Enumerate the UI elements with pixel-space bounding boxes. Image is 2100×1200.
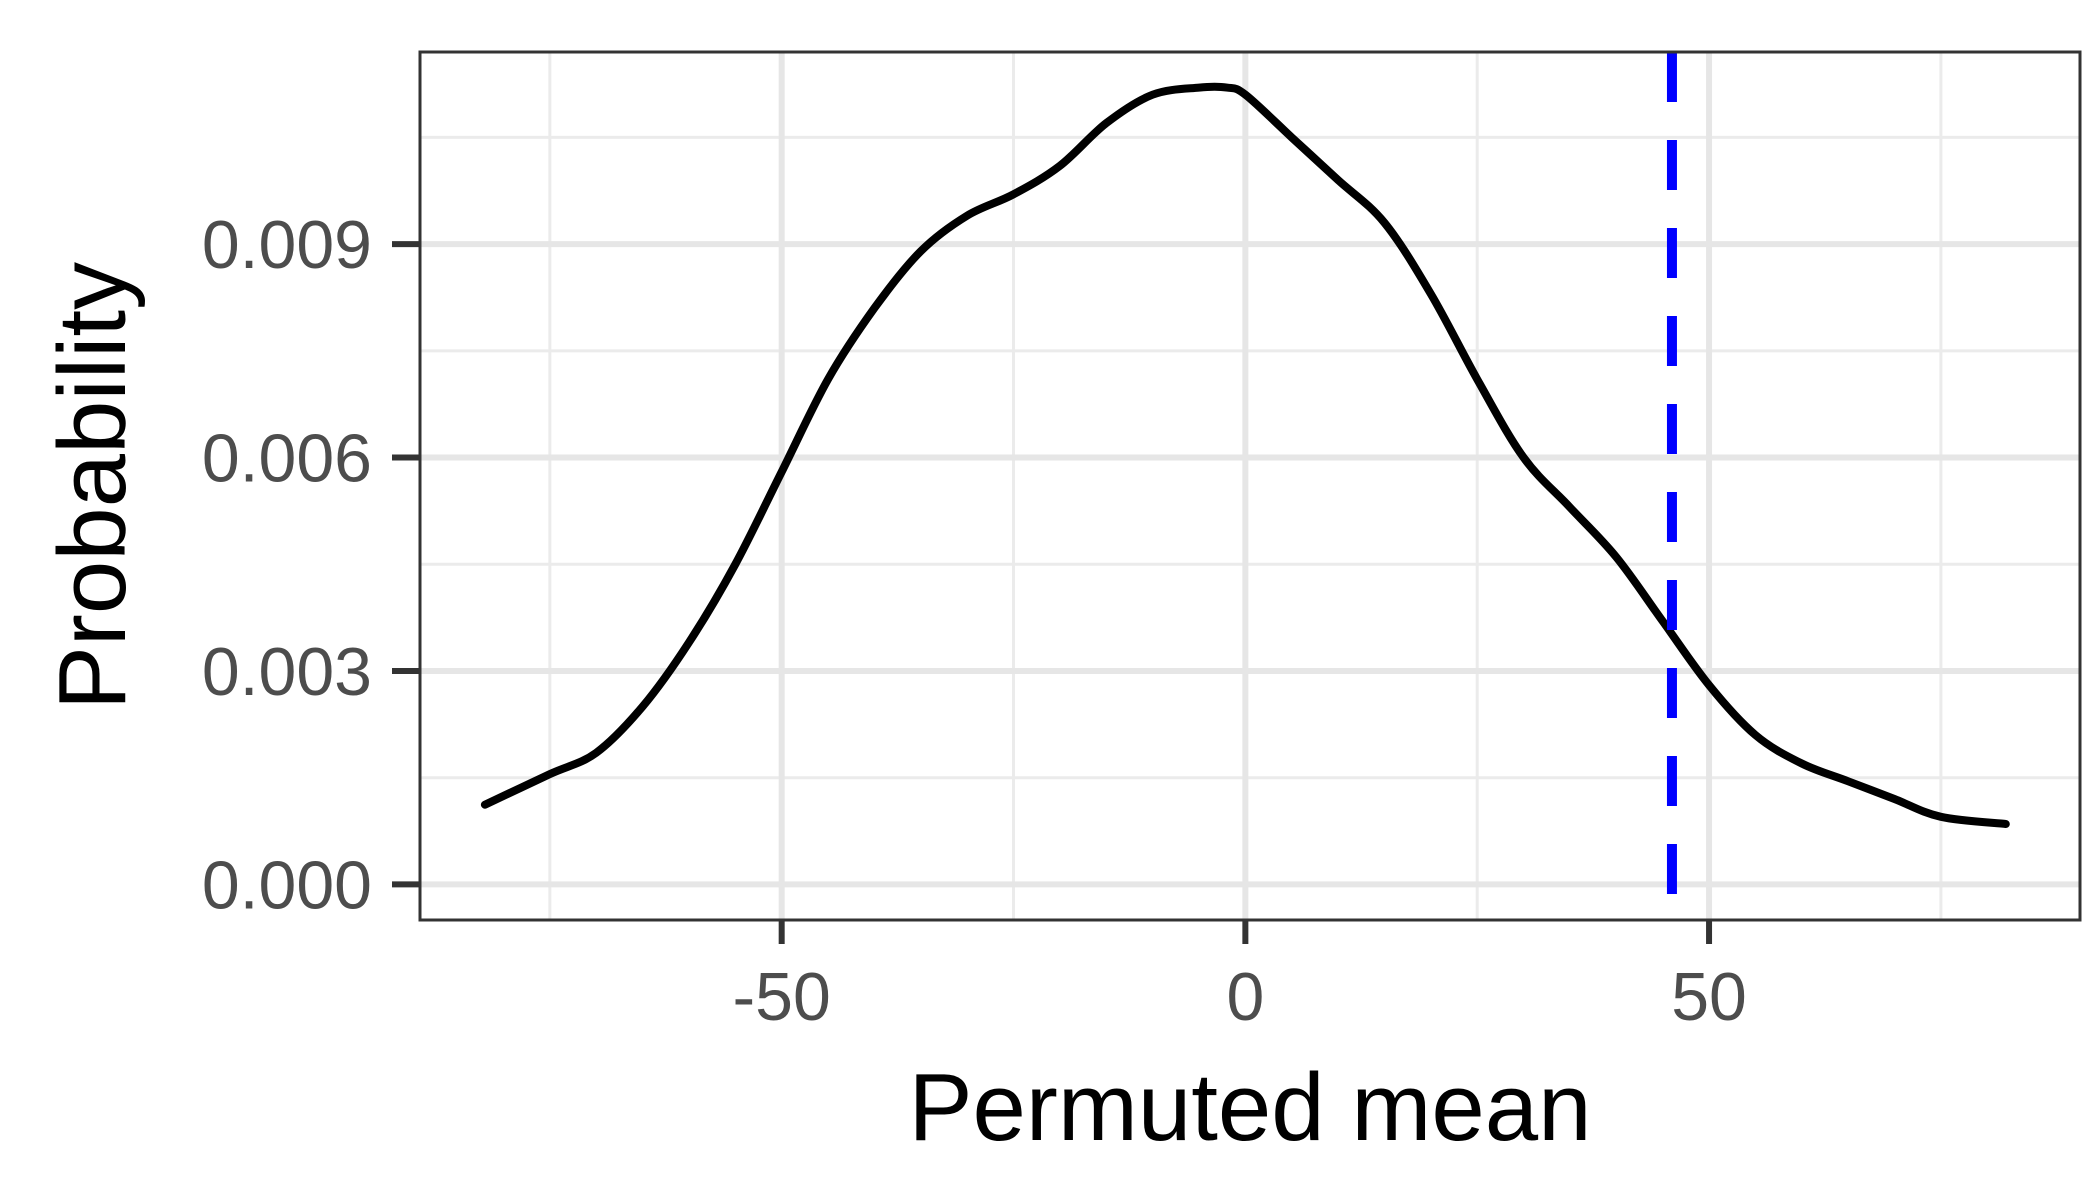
x-tick-label: 50	[1671, 959, 1747, 1035]
y-tick-label: 0.006	[202, 421, 372, 497]
plot-panel	[420, 52, 2080, 920]
axes: -50 0 50 0.000 0.003 0.006 0.009	[202, 207, 1747, 1035]
y-tick-label: 0.003	[202, 634, 372, 710]
grid-lines	[420, 52, 2080, 920]
x-axis-title: Permuted mean	[908, 1054, 1591, 1161]
density-curve-0	[480, 82, 2010, 828]
y-tick-label: 0.009	[202, 207, 372, 283]
y-tick-label: 0.000	[202, 847, 372, 923]
x-tick-label: -50	[733, 959, 831, 1035]
series-layer	[480, 82, 2010, 828]
y-axis-title: Probability	[39, 262, 146, 710]
x-tick-label: 0	[1226, 959, 1264, 1035]
plot-border	[418, 50, 2082, 922]
